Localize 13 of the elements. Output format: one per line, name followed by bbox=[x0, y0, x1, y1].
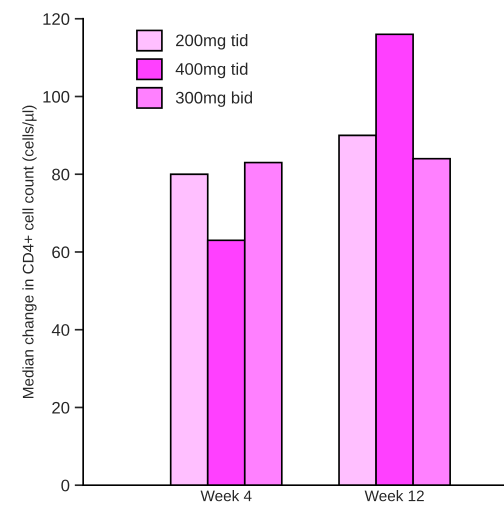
y-tick-label: 100 bbox=[43, 90, 70, 103]
legend-label: 200mg tid bbox=[176, 34, 248, 50]
y-tick-label: 40 bbox=[52, 324, 70, 336]
y-tick-label: 80 bbox=[52, 168, 70, 180]
legend-label: 400mg tid bbox=[176, 62, 248, 78]
y-tick-label: 20 bbox=[52, 402, 70, 414]
y-tick-label: 0 bbox=[61, 480, 70, 492]
legend-label: 300mg bid bbox=[176, 91, 252, 107]
y-tick-label: 120 bbox=[43, 13, 70, 25]
y-tick-label: 60 bbox=[52, 246, 70, 258]
x-tick-label: Week 4 bbox=[200, 490, 252, 502]
x-tick-label: Week 12 bbox=[364, 490, 424, 502]
y-axis-title: Median change in CD4+ cell count (cells/µl) bbox=[22, 106, 37, 398]
